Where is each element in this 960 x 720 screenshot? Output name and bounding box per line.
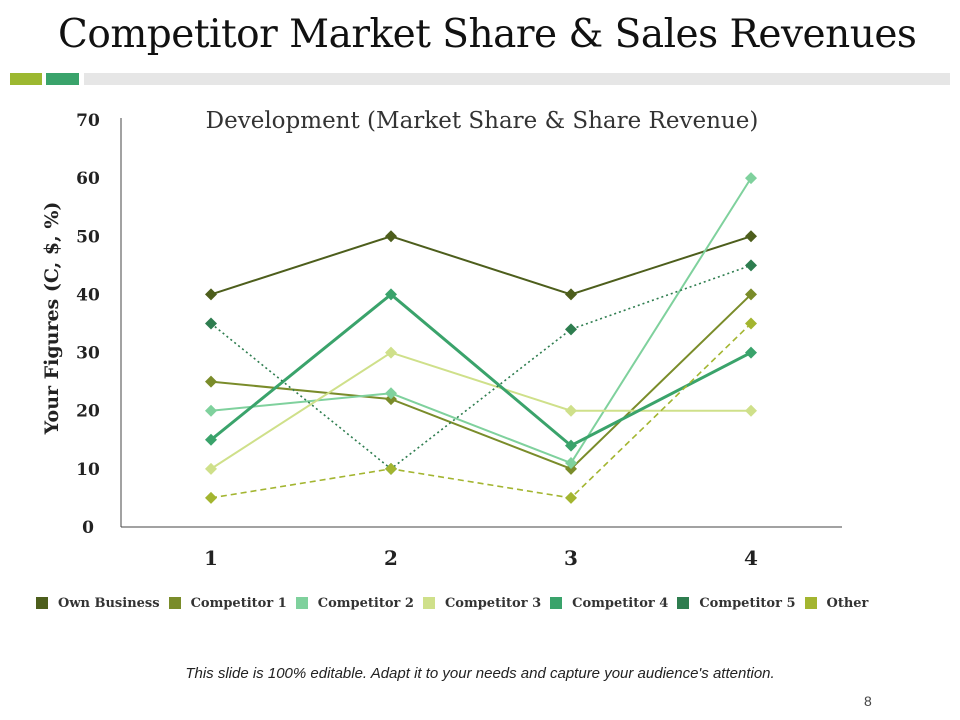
data-point	[385, 462, 397, 475]
legend-item: Other	[804, 595, 869, 611]
accent-bar-lime	[10, 73, 42, 85]
series-lines	[210, 177, 752, 499]
data-point	[745, 404, 757, 417]
data-point	[385, 288, 397, 301]
legend-item: Competitor 5	[677, 595, 796, 611]
data-point	[205, 404, 217, 417]
legend-item: Competitor 3	[422, 595, 542, 611]
x-tick-label: 4	[744, 546, 758, 570]
legend-label: Competitor 1	[190, 595, 287, 611]
data-point	[565, 288, 577, 301]
legend-swatch	[295, 597, 308, 609]
legend-label: Other	[826, 595, 869, 611]
legend-swatch	[168, 597, 181, 609]
series-line	[210, 264, 752, 470]
series-line	[210, 235, 752, 296]
x-tick-label: 1	[204, 546, 218, 570]
series-markers	[205, 172, 757, 504]
legend-swatch	[36, 597, 48, 609]
data-point	[565, 323, 577, 336]
data-point	[565, 457, 577, 470]
legend-label: Competitor 2	[317, 595, 414, 611]
data-point	[565, 404, 577, 417]
data-point	[205, 288, 217, 301]
data-point	[385, 230, 397, 243]
series-line	[210, 293, 752, 471]
y-tick-label: 50	[76, 227, 100, 247]
data-point	[745, 230, 757, 243]
accent-bar-green	[46, 73, 79, 85]
footer-note: This slide is 100% editable. Adapt it to…	[185, 665, 775, 682]
legend-swatch	[804, 597, 817, 609]
data-point	[205, 491, 217, 504]
legend-label: Competitor 5	[699, 595, 796, 611]
slide-title: Competitor Market Share & Sales Revenues	[58, 12, 917, 57]
x-tick-label: 3	[564, 546, 578, 570]
y-axis-label: Your Figures (C, $, %)	[41, 202, 63, 436]
legend-swatch	[550, 597, 563, 609]
legend-label: Competitor 3	[444, 595, 542, 611]
legend-item: Competitor 4	[550, 596, 668, 611]
series-line	[210, 351, 751, 470]
data-point	[385, 346, 397, 359]
legend-swatch	[422, 597, 435, 609]
line-chart: Development (Market Share & Share Revenu…	[41, 108, 842, 570]
legend-swatch	[677, 597, 690, 609]
legend-label: Own Business	[58, 595, 160, 611]
y-tick-label: 70	[76, 111, 100, 131]
legend-item: Competitor 2	[295, 595, 414, 611]
data-point	[565, 491, 577, 504]
chart-title: Development (Market Share & Share Revenu…	[206, 108, 759, 134]
y-tick-label: 40	[76, 285, 100, 305]
data-point	[745, 346, 757, 359]
legend-item: Competitor 1	[168, 595, 287, 611]
data-point	[205, 462, 217, 475]
data-point	[205, 317, 217, 330]
data-point	[205, 433, 217, 446]
data-point	[745, 259, 757, 272]
y-tick-labels: 0 10 20 30 40 50 60 70	[76, 111, 100, 538]
y-tick-label: 60	[76, 169, 100, 189]
data-point	[205, 375, 217, 388]
page-number: 8	[864, 693, 872, 709]
series-line	[210, 177, 752, 465]
chart-legend: Own Business Competitor 1 Competitor 2 Comp…	[36, 594, 877, 612]
x-tick-labels: 1 2 3 4	[204, 546, 758, 570]
y-tick-label: 20	[76, 402, 100, 422]
data-point	[745, 317, 757, 330]
legend-label: Competitor 4	[572, 595, 669, 611]
series-line	[210, 292, 752, 448]
y-tick-label: 0	[82, 518, 94, 538]
data-point	[745, 172, 757, 185]
legend-item: Own Business	[36, 596, 160, 611]
data-point	[385, 387, 397, 400]
series-line	[210, 322, 752, 499]
y-tick-label: 30	[76, 344, 100, 364]
accent-bar-gray	[84, 73, 950, 85]
y-tick-label: 10	[76, 460, 100, 480]
x-tick-label: 2	[384, 546, 398, 570]
data-point	[565, 439, 577, 452]
data-point	[745, 288, 757, 301]
